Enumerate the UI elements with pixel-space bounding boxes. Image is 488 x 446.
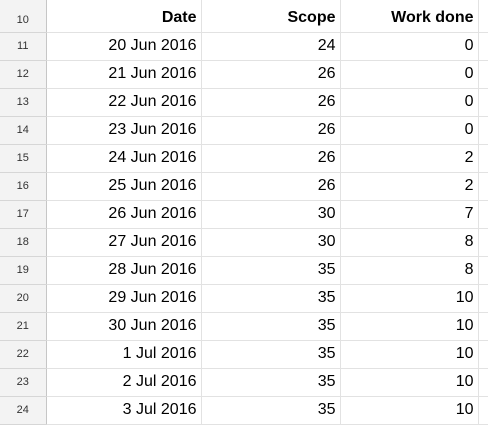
scope-cell[interactable]: 35 (201, 368, 341, 397)
empty-cell[interactable] (478, 340, 488, 369)
table-row: 13 22 Jun 2016 26 0 (0, 88, 488, 117)
row-number[interactable]: 21 (0, 312, 47, 341)
empty-cell[interactable] (478, 256, 488, 285)
work-done-cell[interactable]: 0 (340, 60, 479, 89)
work-done-cell[interactable]: 0 (340, 88, 479, 117)
work-done-cell[interactable]: 10 (340, 396, 479, 425)
row-number[interactable]: 24 (0, 396, 47, 425)
work-done-cell[interactable]: 2 (340, 144, 479, 173)
row-number[interactable]: 13 (0, 88, 47, 117)
table-row: 18 27 Jun 2016 30 8 (0, 228, 488, 257)
empty-cell[interactable] (478, 60, 488, 89)
date-cell[interactable]: 27 Jun 2016 (46, 228, 202, 257)
scope-cell[interactable]: 35 (201, 256, 341, 285)
table-row: 24 3 Jul 2016 35 10 (0, 396, 488, 425)
empty-cell[interactable] (478, 172, 488, 201)
scope-cell[interactable]: 26 (201, 60, 341, 89)
empty-cell[interactable] (478, 312, 488, 341)
date-cell[interactable]: 3 Jul 2016 (46, 396, 202, 425)
scope-cell[interactable]: 35 (201, 396, 341, 425)
table-row: 21 30 Jun 2016 35 10 (0, 312, 488, 341)
scope-cell[interactable]: 24 (201, 32, 341, 61)
scope-cell[interactable]: 35 (201, 340, 341, 369)
scope-cell[interactable]: 26 (201, 144, 341, 173)
row-number[interactable]: 16 (0, 172, 47, 201)
scope-cell[interactable]: 26 (201, 116, 341, 145)
work-done-cell[interactable]: 7 (340, 200, 479, 229)
date-cell[interactable]: 26 Jun 2016 (46, 200, 202, 229)
header-cell-date[interactable]: Date (46, 0, 202, 33)
data-table: 10 Date Scope Work done 11 20 Jun 2016 2… (0, 0, 488, 425)
date-cell[interactable]: 28 Jun 2016 (46, 256, 202, 285)
row-number[interactable]: 14 (0, 116, 47, 145)
header-cell-work-done[interactable]: Work done (340, 0, 479, 33)
date-cell[interactable]: 29 Jun 2016 (46, 284, 202, 313)
date-cell[interactable]: 2 Jul 2016 (46, 368, 202, 397)
scope-cell[interactable]: 35 (201, 284, 341, 313)
table-row: 16 25 Jun 2016 26 2 (0, 172, 488, 201)
header-cell-scope[interactable]: Scope (201, 0, 341, 33)
date-cell[interactable]: 24 Jun 2016 (46, 144, 202, 173)
scope-cell[interactable]: 26 (201, 172, 341, 201)
scope-cell[interactable]: 35 (201, 312, 341, 341)
date-cell[interactable]: 1 Jul 2016 (46, 340, 202, 369)
row-number[interactable]: 17 (0, 200, 47, 229)
date-cell[interactable]: 21 Jun 2016 (46, 60, 202, 89)
empty-cell[interactable] (478, 116, 488, 145)
row-number[interactable]: 22 (0, 340, 47, 369)
work-done-cell[interactable]: 8 (340, 228, 479, 257)
work-done-cell[interactable]: 0 (340, 32, 479, 61)
date-cell[interactable]: 25 Jun 2016 (46, 172, 202, 201)
table-row: 14 23 Jun 2016 26 0 (0, 116, 488, 145)
row-number[interactable]: 19 (0, 256, 47, 285)
empty-cell[interactable] (478, 284, 488, 313)
work-done-cell[interactable]: 8 (340, 256, 479, 285)
work-done-cell[interactable]: 10 (340, 284, 479, 313)
scope-cell[interactable]: 26 (201, 88, 341, 117)
empty-cell[interactable] (478, 0, 488, 33)
date-cell[interactable]: 22 Jun 2016 (46, 88, 202, 117)
header-row: 10 Date Scope Work done (0, 0, 488, 33)
scope-cell[interactable]: 30 (201, 200, 341, 229)
table-row: 17 26 Jun 2016 30 7 (0, 200, 488, 229)
table-row: 15 24 Jun 2016 26 2 (0, 144, 488, 173)
empty-cell[interactable] (478, 368, 488, 397)
work-done-cell[interactable]: 10 (340, 312, 479, 341)
date-cell[interactable]: 23 Jun 2016 (46, 116, 202, 145)
row-number[interactable]: 12 (0, 60, 47, 89)
table-row: 20 29 Jun 2016 35 10 (0, 284, 488, 313)
row-number[interactable]: 11 (0, 32, 47, 61)
work-done-cell[interactable]: 0 (340, 116, 479, 145)
work-done-cell[interactable]: 10 (340, 368, 479, 397)
work-done-cell[interactable]: 10 (340, 340, 479, 369)
table-row: 22 1 Jul 2016 35 10 (0, 340, 488, 369)
table-row: 23 2 Jul 2016 35 10 (0, 368, 488, 397)
row-number[interactable]: 15 (0, 144, 47, 173)
empty-cell[interactable] (478, 396, 488, 425)
table-row: 19 28 Jun 2016 35 8 (0, 256, 488, 285)
empty-cell[interactable] (478, 32, 488, 61)
empty-cell[interactable] (478, 88, 488, 117)
empty-cell[interactable] (478, 200, 488, 229)
row-number[interactable]: 18 (0, 228, 47, 257)
row-number[interactable]: 20 (0, 284, 47, 313)
row-number[interactable]: 10 (0, 0, 47, 33)
empty-cell[interactable] (478, 144, 488, 173)
table-row: 11 20 Jun 2016 24 0 (0, 32, 488, 61)
work-done-cell[interactable]: 2 (340, 172, 479, 201)
date-cell[interactable]: 30 Jun 2016 (46, 312, 202, 341)
scope-cell[interactable]: 30 (201, 228, 341, 257)
row-number[interactable]: 23 (0, 368, 47, 397)
empty-cell[interactable] (478, 228, 488, 257)
date-cell[interactable]: 20 Jun 2016 (46, 32, 202, 61)
table-row: 12 21 Jun 2016 26 0 (0, 60, 488, 89)
